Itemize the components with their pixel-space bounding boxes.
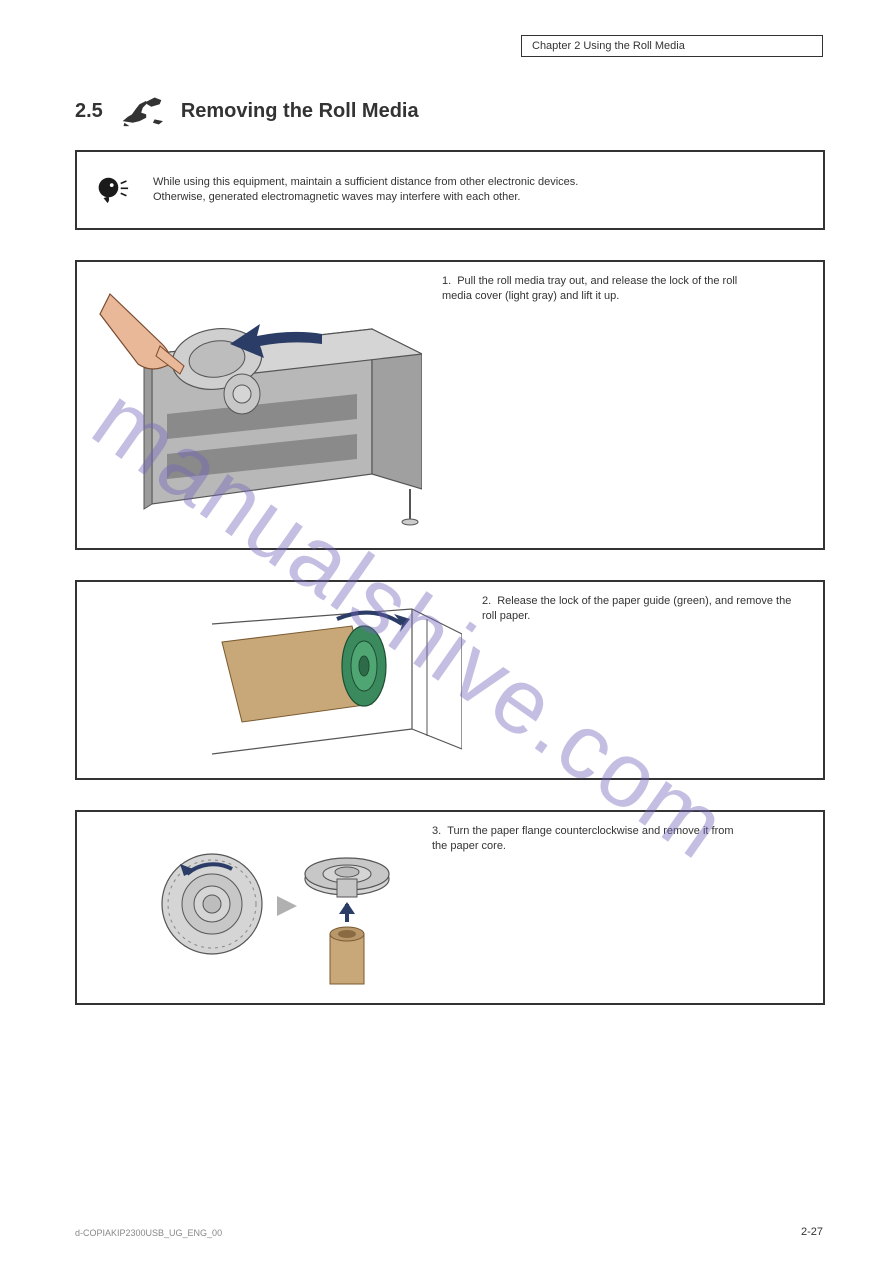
speak-head-icon [97, 175, 133, 205]
step1-body: Pull the roll media tray out, and releas… [442, 275, 737, 302]
alert-text: While using this equipment, maintain a s… [153, 175, 578, 206]
step-panel-3: 3.Turn the paper flange counterclockwise… [75, 810, 825, 1005]
alert-line-1: While using this equipment, maintain a s… [153, 175, 578, 190]
step-panel-1: 1.Pull the roll media tray out, and rele… [75, 260, 825, 550]
step3-illustration [152, 824, 412, 989]
content-column: While using this equipment, maintain a s… [75, 150, 825, 1005]
step-panel-2: 2.Release the lock of the paper guide (g… [75, 580, 825, 780]
step1-text: 1.Pull the roll media tray out, and rele… [442, 274, 752, 305]
step1-number: 1. [442, 274, 451, 289]
section-number: 2.5 [75, 100, 103, 123]
chapter-label: Chapter 2 Using the Roll Media [532, 40, 685, 52]
step2-number: 2. [482, 594, 491, 609]
hand-wrench-icon [121, 95, 163, 127]
alert-panel: While using this equipment, maintain a s… [75, 150, 825, 230]
section-title-text: Removing the Roll Media [181, 100, 419, 123]
page-number: 2-27 [801, 1226, 823, 1238]
step3-number: 3. [432, 824, 441, 839]
step2-text: 2.Release the lock of the paper guide (g… [482, 594, 792, 625]
section-title: 2.5 Removing the Roll Media [75, 95, 419, 127]
alert-line-2: Otherwise, generated electromagnetic wav… [153, 190, 578, 205]
step3-body: Turn the paper flange counterclockwise a… [432, 825, 734, 852]
chapter-header-box: Chapter 2 Using the Roll Media [521, 35, 823, 57]
step1-illustration [92, 274, 422, 534]
step2-illustration [202, 594, 462, 764]
step2-body: Release the lock of the paper guide (gre… [482, 595, 791, 622]
footer-doc-id: d-COPIAKIP2300USB_UG_ENG_00 [75, 1228, 222, 1238]
step3-text: 3.Turn the paper flange counterclockwise… [432, 824, 742, 855]
